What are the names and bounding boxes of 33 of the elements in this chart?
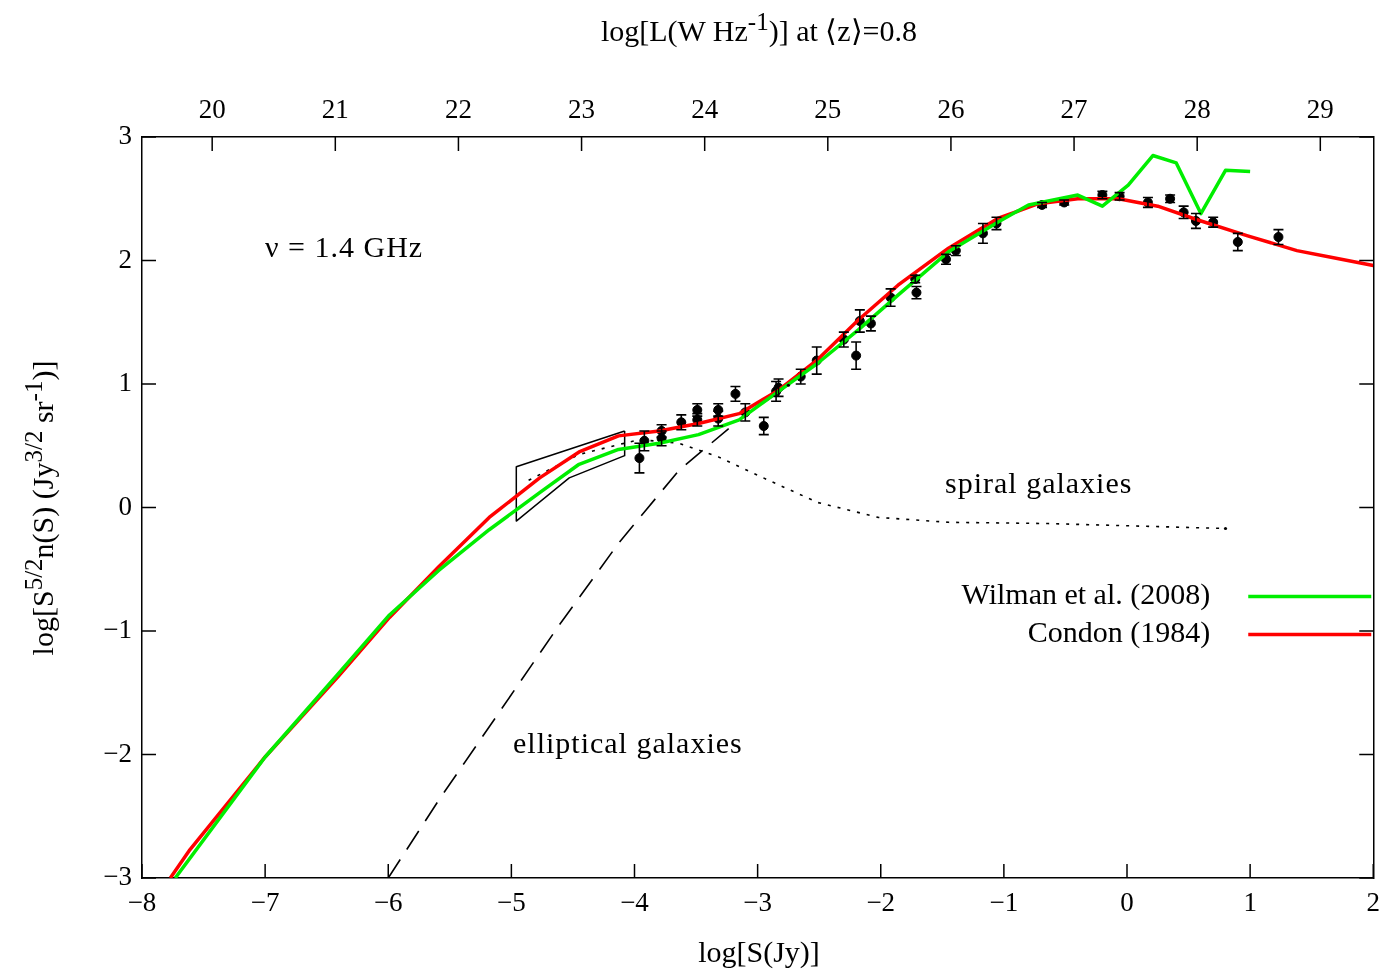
y-tick-label: 3 xyxy=(118,120,132,151)
x2-tick-label: 29 xyxy=(1306,93,1334,124)
x-tick-label: −3 xyxy=(743,887,772,918)
annotation: spiral galaxies xyxy=(945,466,1133,500)
x-tick-label: −1 xyxy=(989,887,1019,918)
x-tick-label: 2 xyxy=(1366,887,1380,918)
x-axis-title: log[S(Jy)] xyxy=(697,935,821,969)
x2-tick-label: 26 xyxy=(937,93,965,124)
y-tick-label: −1 xyxy=(103,614,132,645)
x2-tick-label: 27 xyxy=(1060,93,1088,124)
x-tick-label: 1 xyxy=(1243,887,1257,918)
x-tick-label: −4 xyxy=(620,887,650,918)
x2-tick-label: 24 xyxy=(691,93,719,124)
x-tick-label: −5 xyxy=(497,887,526,918)
legend-label: Condon (1984) xyxy=(1027,615,1211,650)
x2-tick-label: 25 xyxy=(814,93,842,124)
y-tick-label: 1 xyxy=(118,367,132,398)
x-tick-label: −7 xyxy=(250,887,280,918)
x2-axis-title: log[L(W Hz$^{-1}$)] at ⟨z⟩=0.8 xyxy=(599,8,919,48)
x-tick-label: −2 xyxy=(866,887,896,918)
annotation: ν = 1.4 GHz xyxy=(265,230,424,264)
x-tick-label: −6 xyxy=(373,887,403,918)
x-tick-label: 0 xyxy=(1120,887,1134,918)
y-tick-label: −2 xyxy=(103,737,132,768)
annotation: elliptical galaxies xyxy=(513,726,743,760)
x2-tick-label: 28 xyxy=(1183,93,1211,124)
x2-tick-label: 20 xyxy=(198,93,226,124)
legend-label: Wilman et al. (2008) xyxy=(961,577,1211,612)
y-tick-label: 0 xyxy=(118,490,132,521)
x2-tick-label: 23 xyxy=(568,93,596,124)
x2-tick-label: 22 xyxy=(444,93,472,124)
x2-tick-label: 21 xyxy=(321,93,349,124)
y-tick-label: 2 xyxy=(118,243,132,274)
